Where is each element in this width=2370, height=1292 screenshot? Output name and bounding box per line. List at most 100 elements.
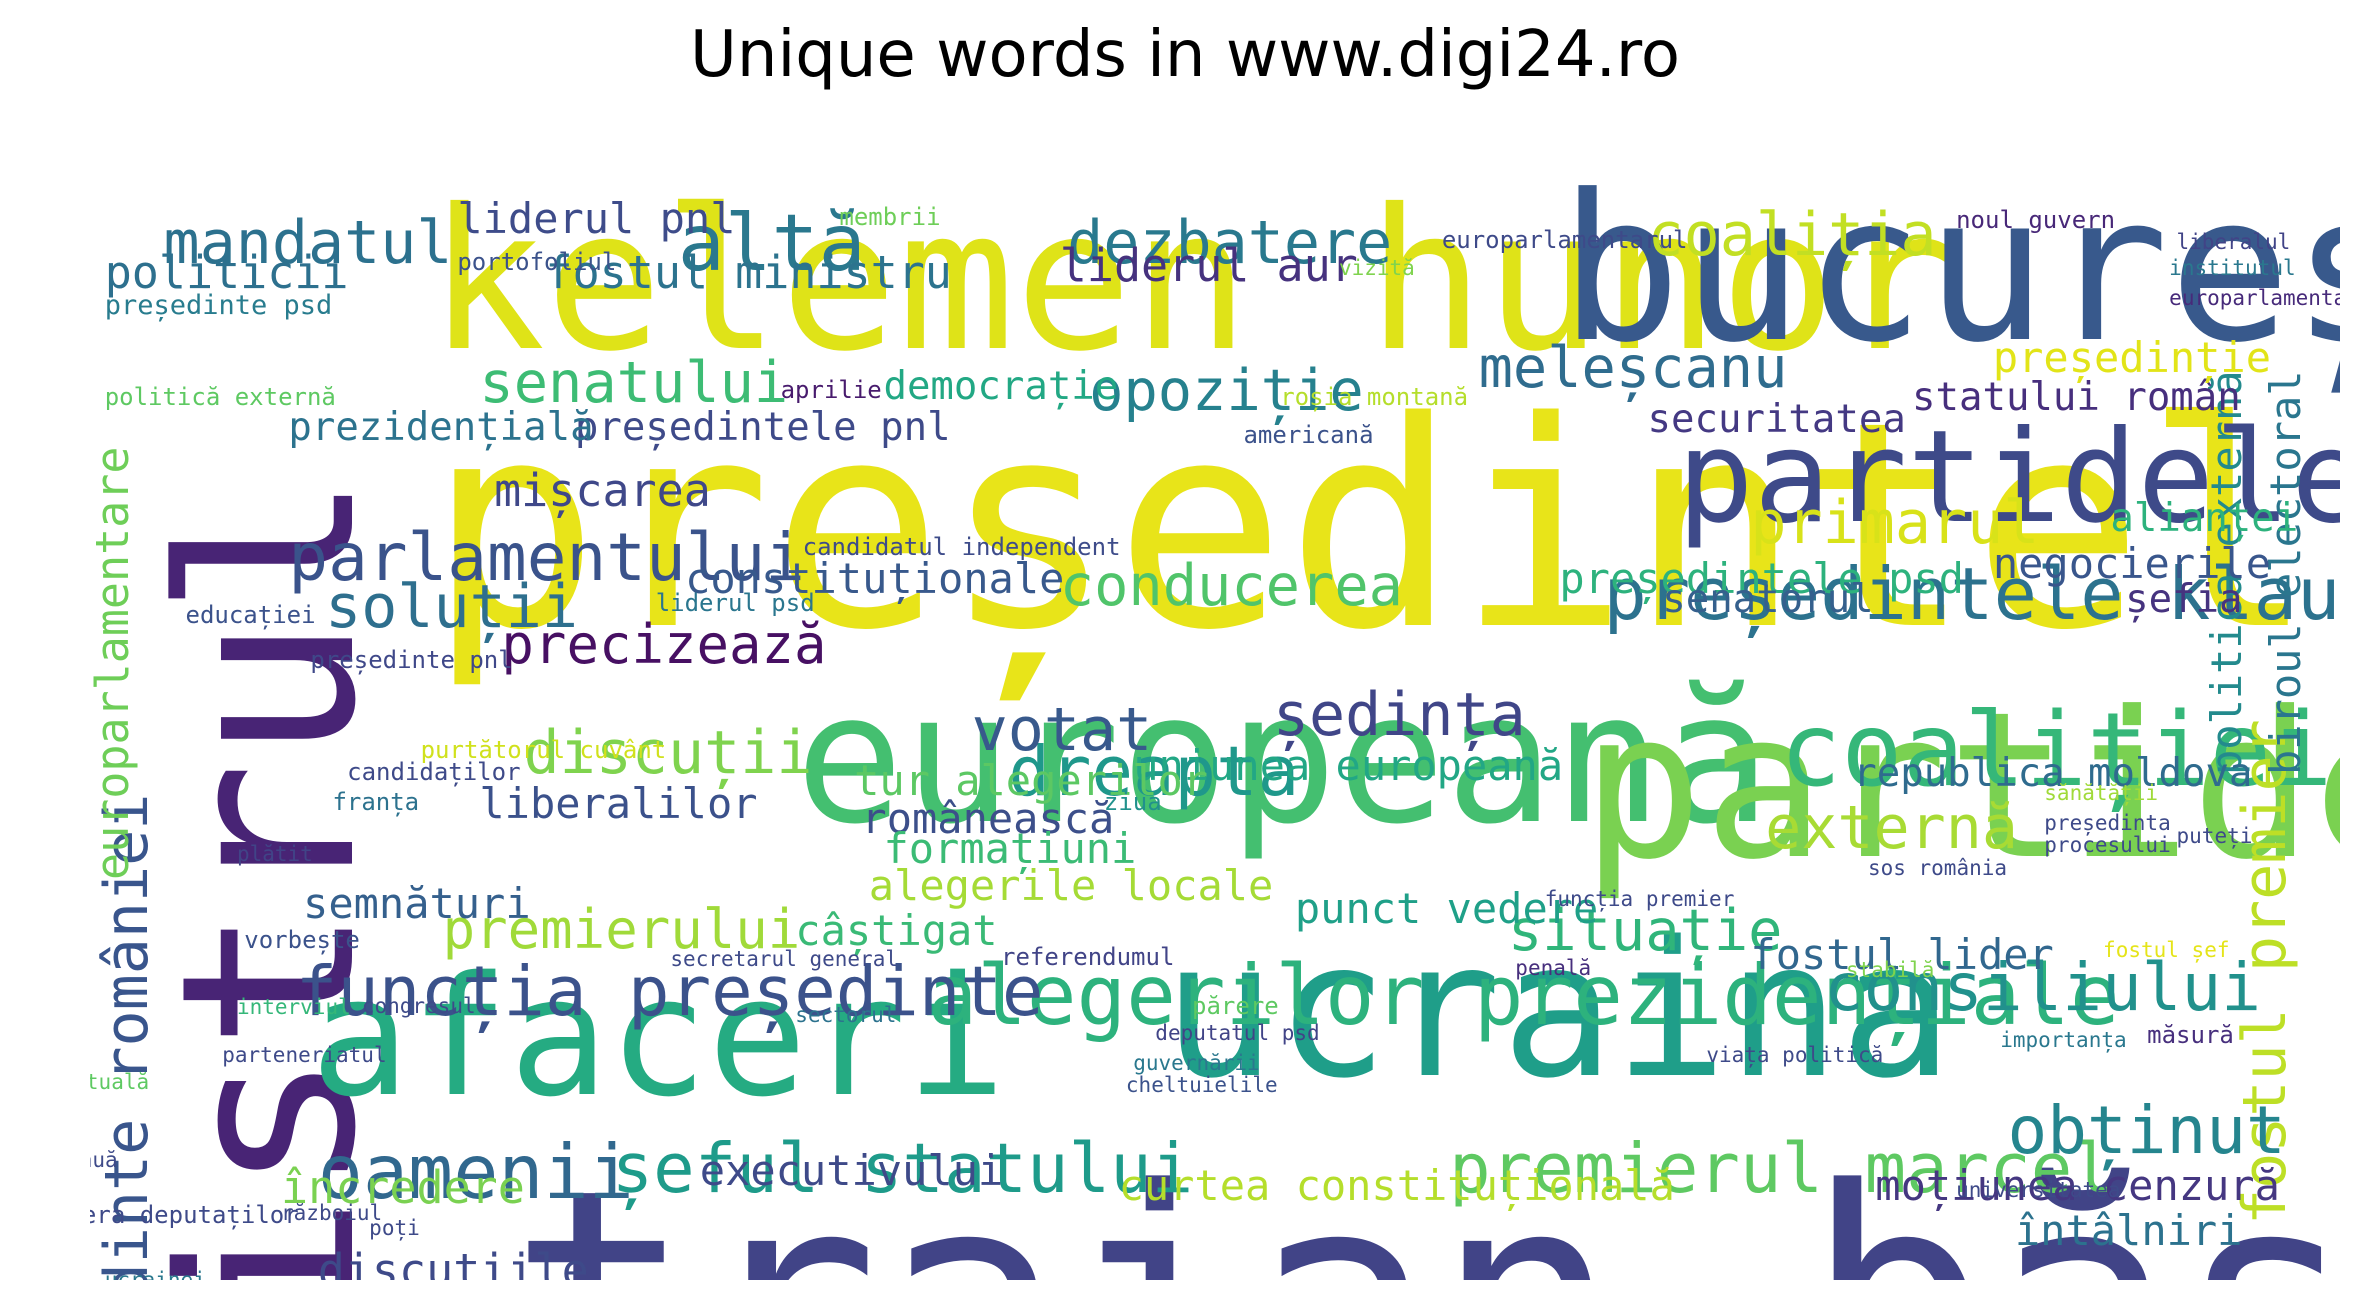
word: românească — [861, 793, 1115, 843]
word: democrație — [883, 364, 1119, 409]
word: președintele klaus — [1603, 551, 2340, 636]
word: premierul marcel — [1449, 1129, 2114, 1209]
word: întâlniri — [2014, 1206, 2243, 1255]
word: europarlamentare — [90, 446, 139, 880]
word: traian băsescu — [509, 1149, 2340, 1280]
word: poți — [369, 1215, 420, 1240]
word: puteți — [2176, 824, 2253, 848]
word: procesului — [2044, 833, 2171, 857]
word: europeană — [795, 655, 1771, 864]
word: noul guvern — [1956, 206, 2116, 234]
word: parteneriatul — [222, 1043, 387, 1067]
word: sos românia — [1867, 855, 2008, 880]
word: dreapta — [1008, 731, 1300, 812]
word: executivului — [699, 1146, 1004, 1195]
word: ucraina — [1162, 901, 1953, 1120]
word: președintele pnl — [574, 404, 951, 450]
word: americană — [1243, 420, 1374, 449]
word: părere — [1192, 992, 1279, 1020]
word: politicii — [104, 246, 349, 299]
word: consiliului — [1823, 949, 2261, 1026]
word: camera deputaților — [90, 1200, 299, 1229]
word: institutul — [2169, 255, 2296, 280]
word: secretarul general — [670, 947, 898, 971]
word: discuțiile — [317, 1243, 589, 1281]
word-cloud: traian băsescu președintelui ministrul k… — [90, 100, 2340, 1280]
word: președintele psd — [1559, 553, 1964, 603]
word: prezidențială — [288, 404, 594, 450]
word: măsură — [2147, 1020, 2234, 1049]
word: premierului — [442, 897, 801, 961]
word: conducerea — [1059, 552, 1403, 619]
word: securitatea — [1647, 397, 1906, 442]
word: importanța — [2000, 1028, 2127, 1052]
word: liberalilor — [479, 778, 758, 828]
word: ședința — [1272, 680, 1526, 750]
word: membrii — [839, 203, 941, 231]
word: președintelui — [427, 361, 2340, 693]
word: continuă — [90, 1148, 118, 1172]
word: șeful statului — [611, 1129, 1194, 1209]
word: uniunea europeană — [1133, 741, 1564, 790]
word: deputatul psd — [1155, 1020, 1320, 1045]
word: liberalul — [2176, 230, 2291, 254]
word: vorbește — [244, 926, 360, 954]
word: altă — [677, 199, 866, 289]
word: alegerilor prezidențiale — [927, 948, 2120, 1044]
word: candidaților — [347, 758, 521, 786]
word: președinta — [2044, 810, 2171, 835]
word: precizează — [501, 612, 827, 676]
word: guvernării — [1133, 1050, 1260, 1075]
word: constituționale — [685, 553, 1065, 603]
word: oamenii — [317, 1128, 634, 1216]
word: interviul — [236, 995, 351, 1019]
word: europarlamentar — [2169, 285, 2340, 310]
word: soluții — [325, 572, 578, 642]
word: formațiuni — [883, 823, 1137, 873]
word: președinte pnl — [310, 645, 513, 674]
word: alianței — [2110, 496, 2299, 541]
word: votat — [971, 695, 1153, 765]
word: referendumul — [1001, 942, 1175, 971]
word: războiul — [281, 1200, 383, 1225]
word: sectorul — [795, 1002, 897, 1027]
word: roșia montană — [1280, 383, 1469, 411]
word: coaliției — [1779, 691, 2333, 810]
word: franța — [332, 788, 420, 816]
word: liderul pnl — [457, 193, 736, 243]
word: fostul șef — [2103, 938, 2230, 962]
word: funcția președinte — [295, 952, 1044, 1032]
word: fostul ministru — [545, 246, 952, 299]
word: meleșcanu — [1478, 335, 1788, 401]
word: parlamentului — [288, 518, 805, 596]
word: câștigat — [795, 906, 998, 955]
word: portofoliul — [457, 248, 617, 276]
word: situație — [1507, 897, 1783, 964]
word: stabilă — [1845, 957, 1935, 982]
word: dezbatere — [1067, 207, 1393, 278]
word: încredere — [281, 1161, 525, 1214]
word: senatorul — [1662, 577, 1874, 622]
word: penală — [1515, 956, 1592, 980]
word: senatului — [479, 350, 789, 416]
word: curtea constituțională — [1118, 1161, 1675, 1210]
word: președinte psd — [104, 290, 333, 321]
word: obținut — [2007, 1091, 2286, 1169]
word: afaceri — [310, 941, 1006, 1133]
word: președinție — [1992, 333, 2271, 382]
word: actuală — [90, 1070, 150, 1094]
word: partidele — [1676, 404, 2340, 552]
word: cheltuielile — [1125, 1073, 1278, 1097]
word: statului român — [1912, 374, 2241, 420]
word: republica moldova — [1853, 751, 2253, 796]
word: negocierile — [1992, 538, 2271, 588]
word: mișcarea — [494, 463, 711, 517]
word: educației — [185, 600, 316, 629]
word: politică externă — [104, 383, 336, 411]
word: aprilie — [780, 375, 882, 404]
word: semnături — [303, 879, 531, 928]
word: ziua — [1103, 788, 1162, 816]
word: europarlamentarul — [1441, 225, 1688, 254]
word: plătit — [236, 842, 313, 866]
word: kelemen hunor — [427, 166, 1955, 394]
